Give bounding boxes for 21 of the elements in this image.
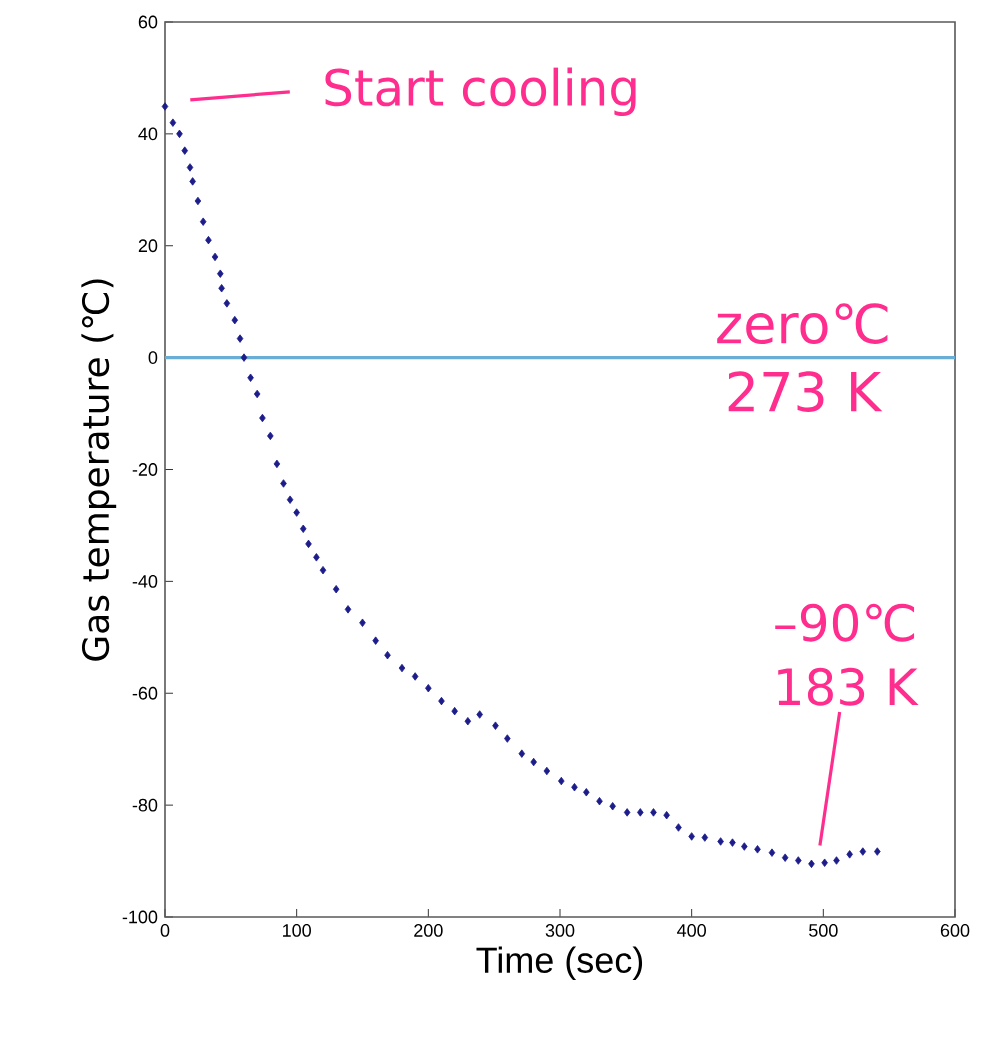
y-tick-label: 60 [138, 15, 158, 29]
x-tick-label: 500 [809, 924, 838, 937]
annotation: –90℃ 183 K [775, 603, 919, 706]
x-tick-label: 0 [160, 924, 170, 937]
ref-line-label: zero℃ 273 K [717, 303, 888, 413]
y-axis-title: Gas temperature (℃) [81, 279, 117, 661]
y-tick-label: -100 [122, 910, 158, 924]
x-axis-title: Time (sec) [476, 946, 643, 981]
x-tick-label: 100 [283, 924, 311, 937]
y-tick-label: -60 [132, 686, 158, 700]
x-tick-label: 200 [414, 924, 443, 937]
y-tick-label: -80 [132, 798, 158, 812]
x-tick-label: 300 [545, 924, 575, 937]
y-tick-label: 20 [138, 239, 158, 253]
x-tick-label: 600 [940, 924, 970, 937]
x-tick-label: 400 [677, 924, 706, 937]
y-tick-label: 40 [138, 127, 158, 141]
y-tick-label: -20 [132, 463, 158, 476]
y-tick-label: 0 [148, 351, 158, 365]
annotation: Start cooling [325, 67, 636, 117]
y-tick-label: -40 [132, 574, 158, 588]
